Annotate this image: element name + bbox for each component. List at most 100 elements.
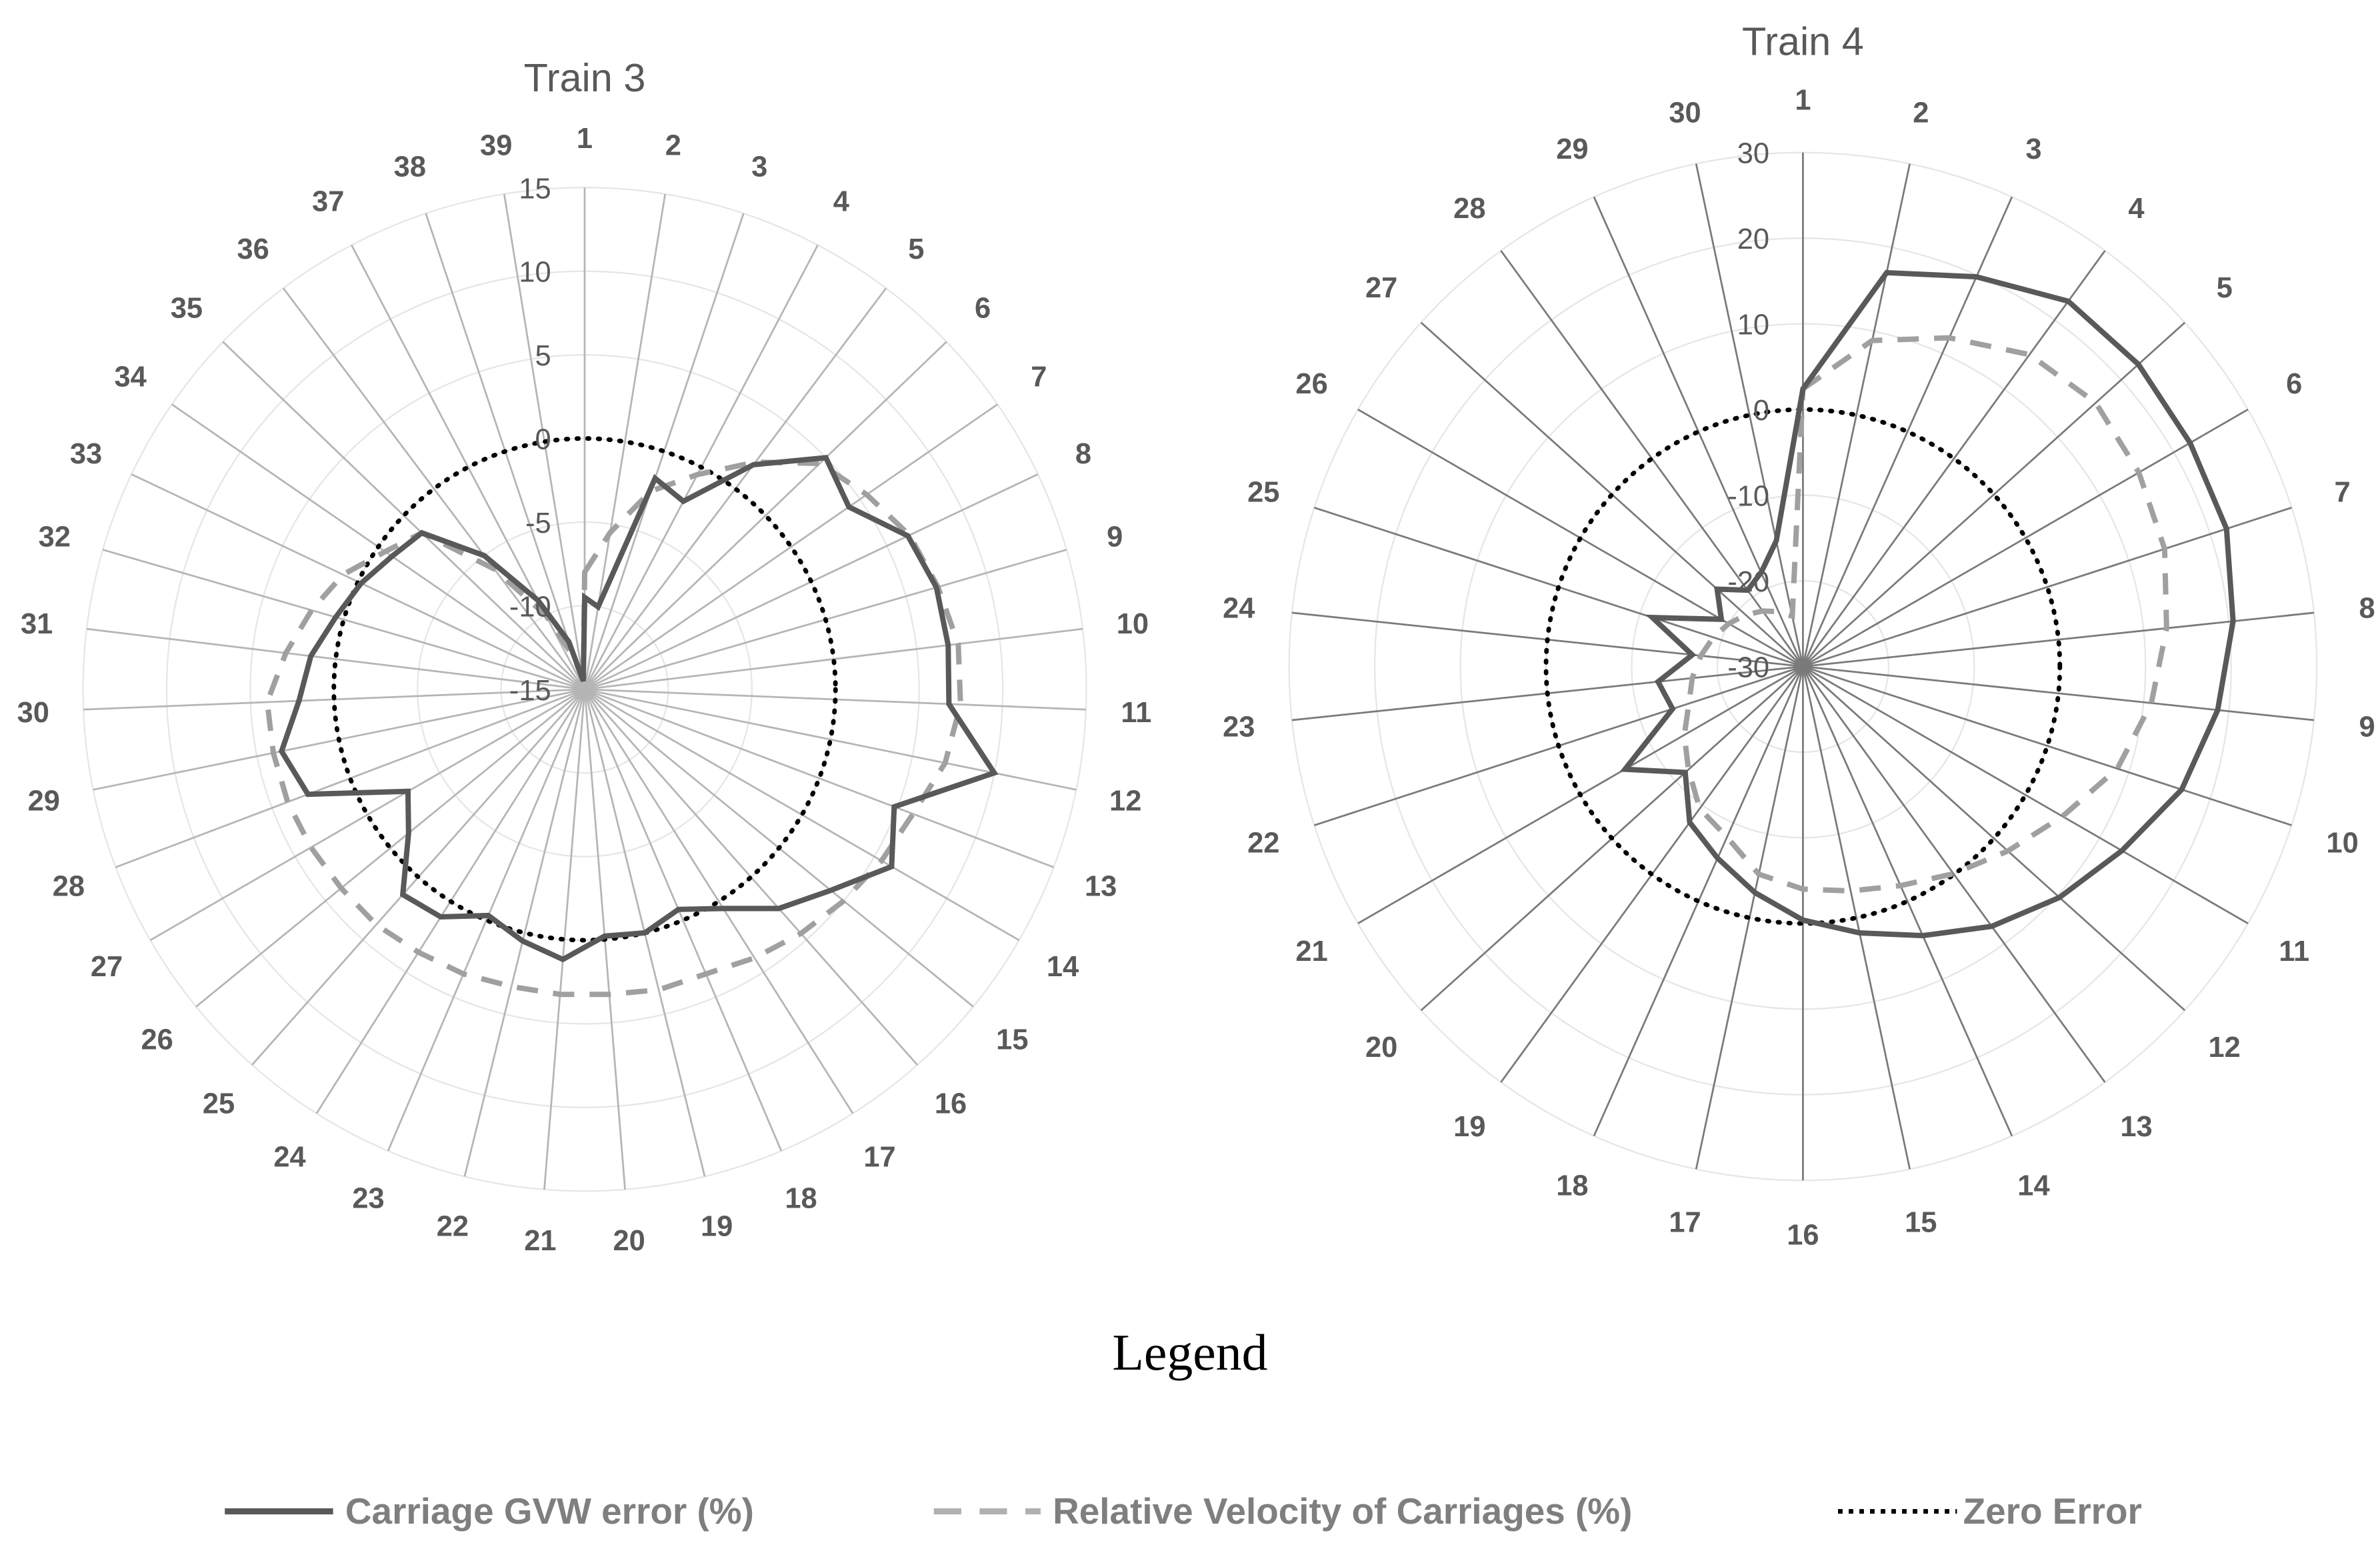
velocity-series-line (264, 459, 963, 998)
category-label: 24 (1223, 593, 1255, 625)
category-label: 6 (975, 292, 991, 324)
spoke-line (282, 287, 586, 690)
axis-tick-label: 20 (1737, 223, 1769, 255)
zero-error-line (1543, 407, 2063, 926)
spoke-line (583, 689, 854, 1114)
category-label: 14 (2017, 1170, 2049, 1202)
spoke-line (222, 341, 585, 690)
spoke-line (1803, 665, 2315, 721)
category-label: 31 (21, 608, 53, 640)
axis-tick-label: 5 (535, 340, 551, 372)
spoke-line (584, 627, 1083, 691)
category-label: 25 (203, 1088, 235, 1120)
category-label: 2 (665, 130, 681, 162)
category-label: 4 (2128, 193, 2144, 225)
category-label: 39 (480, 130, 512, 162)
category-label: 22 (437, 1211, 469, 1243)
category-label: 2 (1913, 97, 1929, 129)
category-label: 38 (394, 151, 426, 183)
category-label: 13 (2120, 1111, 2152, 1143)
category-label: 7 (2335, 477, 2351, 509)
axis-tick-label: -5 (525, 507, 551, 539)
category-label: 13 (1085, 870, 1117, 902)
spoke-line (387, 689, 586, 1152)
category-label: 16 (935, 1088, 967, 1120)
spoke-line (1802, 665, 2292, 826)
spoke-line (1802, 196, 2013, 667)
axis-tick-label: 0 (535, 424, 551, 456)
axis-tick-label: -10 (509, 591, 551, 623)
category-label: 36 (237, 233, 269, 265)
category-label: 3 (751, 151, 767, 183)
spoke-line (1802, 665, 2249, 925)
category-label: 21 (524, 1225, 556, 1257)
gvw-error-series-line (278, 455, 999, 963)
category-label: 9 (2359, 711, 2375, 743)
spoke-line (1802, 408, 2249, 667)
category-label: 19 (1453, 1111, 1485, 1143)
legend-title: Legend (1112, 1324, 1267, 1381)
category-label: 19 (701, 1211, 733, 1243)
spoke-line (1803, 611, 2315, 667)
spoke-line (1802, 665, 2186, 1012)
chart-title: Train 3 (524, 55, 646, 100)
category-label: 28 (53, 870, 85, 902)
axis-tick-label: -20 (1727, 566, 1769, 598)
category-label: 35 (171, 292, 203, 324)
legend-velocity-label: Relative Velocity of Carriages (%) (1053, 1490, 1632, 1532)
axis-tick-label: -10 (1727, 481, 1769, 513)
category-label: 25 (1247, 477, 1279, 509)
category-label: 6 (2286, 368, 2302, 400)
category-label: 24 (273, 1142, 305, 1174)
category-label: 3 (2025, 133, 2041, 165)
category-label: 15 (996, 1024, 1028, 1056)
category-label: 23 (1223, 711, 1255, 743)
category-label: 22 (1247, 827, 1279, 859)
spoke-line (583, 193, 667, 689)
category-label: 15 (1905, 1207, 1937, 1239)
axis-tick-label: 15 (519, 173, 551, 205)
axis-tick-label: 10 (519, 257, 551, 289)
category-label: 32 (39, 521, 71, 553)
legend-gvw-label: Carriage GVW error (%) (345, 1490, 754, 1532)
category-label: 30 (17, 697, 49, 729)
train-3-radar-chart: Train 31 23456789101112131415161718192021… (17, 55, 1152, 1257)
axis-tick-label: 10 (1737, 309, 1769, 341)
category-label: 27 (91, 951, 123, 983)
category-label: 34 (114, 361, 146, 393)
category-label: 30 (1669, 97, 1701, 129)
category-label: 26 (141, 1024, 173, 1056)
category-label: 20 (1365, 1032, 1397, 1064)
category-label: 26 (1295, 368, 1327, 400)
category-label: 9 (1107, 521, 1123, 553)
category-label: 8 (1075, 438, 1091, 470)
category-label: 1 (1795, 85, 1811, 117)
category-label: 8 (2359, 593, 2375, 625)
spoke-line (1802, 666, 1911, 1170)
category-label: 12 (2209, 1032, 2241, 1064)
category-label: 16 (1787, 1219, 1819, 1251)
spoke-line (1802, 163, 1911, 667)
chart-title: Train 4 (1742, 19, 1864, 63)
spoke-line (102, 549, 585, 691)
spoke-line (1802, 321, 2186, 667)
axis-tick-label: 0 (1753, 395, 1769, 427)
category-label: 27 (1365, 272, 1397, 304)
category-label: 20 (613, 1225, 645, 1257)
spoke-line (149, 688, 585, 942)
spoke-line (1802, 506, 2292, 667)
category-label: 23 (352, 1182, 384, 1214)
spoke-line (583, 689, 783, 1152)
category-label: 11 (2279, 936, 2309, 968)
legend-zero-label: Zero Error (1963, 1490, 2142, 1532)
category-label: 5 (2217, 272, 2233, 304)
legend: Legend Carriage GVW error (%) Relative V… (225, 1324, 2142, 1532)
zero-error-line (331, 436, 838, 943)
category-label: 11 (1121, 697, 1151, 729)
category-label: 7 (1031, 361, 1047, 393)
velocity-series-line (1681, 335, 2169, 894)
category-label: 29 (28, 785, 60, 817)
spoke-line (584, 688, 1055, 868)
category-label: 18 (785, 1182, 817, 1214)
